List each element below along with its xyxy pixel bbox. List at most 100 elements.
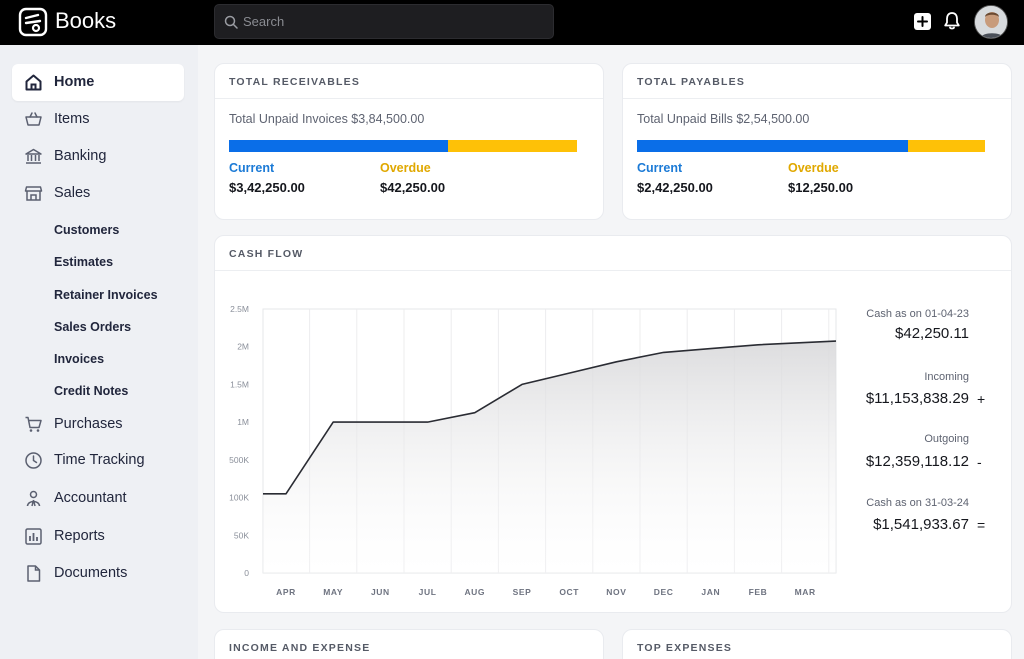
bell-icon[interactable] [943, 11, 961, 31]
cash-flow-line [263, 340, 837, 495]
y-tick-label: 2.5M [230, 304, 249, 314]
y-tick-label: 0 [244, 568, 249, 578]
sidebar-item-banking[interactable]: Banking [12, 138, 184, 175]
basket-icon [25, 112, 42, 126]
bar-chart-icon [25, 528, 42, 545]
y-tick-label: 100K [229, 493, 249, 503]
sidebar-item-purchases[interactable]: Purchases [12, 406, 184, 443]
books-logo-icon[interactable] [18, 7, 48, 37]
x-tick-label: OCT [559, 587, 579, 597]
receivables-card: TOTAL RECEIVABLES Total Unpaid Invoices … [214, 63, 604, 220]
sidebar-subitem-credit-notes[interactable]: Credit Notes [54, 384, 129, 398]
income-expense-card: INCOME AND EXPENSE [214, 629, 604, 659]
clock-icon [25, 452, 42, 469]
incoming-value[interactable]: $11,153,838.29 [865, 390, 969, 407]
sidebar-subitem-invoices[interactable]: Invoices [54, 352, 105, 366]
x-tick-label: JUN [371, 587, 390, 597]
receivables-overdue-segment[interactable] [448, 140, 577, 152]
sidebar-item-items[interactable]: Items [12, 101, 184, 138]
incoming-sign: + [977, 391, 986, 407]
income-expense-title: INCOME AND EXPENSE [229, 642, 371, 654]
cash-flow-card: CASH FLOW 0 50K 100K 500K 1M 1.5M 2M 2.5M APR MAY… [214, 235, 1012, 613]
cash-start-value: $42,250.11 [895, 325, 969, 342]
home-icon [25, 74, 42, 91]
bank-icon [25, 148, 42, 164]
document-icon [27, 565, 41, 582]
x-tick-label: AUG [464, 587, 485, 597]
receivables-overdue-amount[interactable]: $42,250.00 [380, 180, 446, 195]
receivables-current-segment[interactable] [229, 140, 449, 152]
cash-flow-chart[interactable]: 0 50K 100K 500K 1M 1.5M 2M 2.5M APR MAY JUN JUL AUG S… [215, 236, 855, 614]
x-tick-label: FEB [749, 587, 768, 597]
cash-flow-title: CASH FLOW [229, 248, 304, 260]
y-tick-label: 50K [234, 530, 249, 540]
sidebar-subitem-estimates[interactable]: Estimates [54, 255, 114, 269]
sidebar-subitem-sales-orders[interactable]: Sales Orders [54, 320, 132, 334]
payables-current-segment[interactable] [637, 140, 909, 152]
payables-title: TOTAL PAYABLES [637, 76, 746, 88]
sidebar-item-label: Home [54, 74, 95, 90]
cash-start-label: Cash as on 01-04-23 [866, 308, 969, 320]
x-tick-label: DEC [654, 587, 674, 597]
sidebar-subitem-retainer-invoices[interactable]: Retainer Invoices [54, 288, 158, 302]
outgoing-value[interactable]: $12,359,118.12 [865, 453, 969, 470]
cash-end-sign: = [977, 517, 986, 533]
receivables-overdue-label: Overdue [380, 161, 431, 175]
cash-flow-area [263, 341, 836, 573]
person-icon [26, 490, 41, 507]
x-tick-label: MAY [323, 587, 343, 597]
top-expenses-card: TOP EXPENSES [622, 629, 1012, 659]
sidebar-item-label: Sales [54, 185, 91, 201]
add-new-button[interactable] [914, 13, 931, 30]
payables-card: TOTAL PAYABLES Total Unpaid Bills $2,54,… [622, 63, 1012, 220]
top-bar: Books [0, 0, 1024, 45]
sidebar-item-time-tracking[interactable]: Time Tracking [12, 442, 184, 479]
sidebar-item-accountant[interactable]: Accountant [12, 480, 184, 517]
x-tick-label: MAR [795, 587, 816, 597]
incoming-label: Incoming [924, 371, 969, 383]
receivables-bar [229, 140, 577, 152]
sidebar-item-reports[interactable]: Reports [12, 518, 184, 555]
receivables-title: TOTAL RECEIVABLES [229, 76, 361, 88]
search-icon [224, 15, 238, 29]
card-divider [623, 98, 1011, 99]
sidebar-item-label: Purchases [54, 416, 123, 432]
x-tick-label: APR [276, 587, 296, 597]
payables-bar [637, 140, 985, 152]
cash-end-label: Cash as on 31-03-24 [866, 497, 969, 509]
sidebar-item-label: Time Tracking [54, 452, 145, 468]
x-tick-label: NOV [606, 587, 626, 597]
sidebar-item-documents[interactable]: Documents [12, 555, 184, 592]
sidebar-item-label: Banking [54, 148, 107, 164]
app-title: Books [55, 8, 117, 33]
x-tick-label: JUL [419, 587, 437, 597]
sidebar-item-label: Reports [54, 528, 105, 544]
sidebar-subitem-customers[interactable]: Customers [54, 223, 120, 237]
y-tick-label: 500K [229, 455, 249, 465]
cash-end-value: $1,541,933.67 [873, 516, 969, 533]
card-divider [215, 270, 1011, 271]
payables-overdue-segment[interactable] [908, 140, 985, 152]
search-box[interactable] [214, 4, 554, 39]
sidebar-item-label: Accountant [54, 490, 127, 506]
y-tick-label: 1.5M [230, 379, 249, 389]
receivables-current-amount[interactable]: $3,42,250.00 [229, 180, 305, 195]
plus-icon [917, 16, 928, 27]
x-tick-label: JAN [701, 587, 720, 597]
payables-total: Total Unpaid Bills $2,54,500.00 [637, 112, 810, 126]
sidebar-item-home[interactable]: Home [12, 64, 184, 101]
receivables-current-label: Current [229, 161, 275, 175]
y-tick-label: 1M [237, 417, 249, 427]
sidebar: Home Items Banking Sales Customers Estim… [0, 45, 198, 659]
top-expenses-title: TOP EXPENSES [637, 642, 733, 654]
payables-current-label: Current [637, 161, 683, 175]
store-icon [24, 186, 43, 201]
payables-overdue-amount[interactable]: $12,250.00 [788, 180, 854, 195]
outgoing-sign: - [977, 454, 982, 470]
sidebar-item-sales[interactable]: Sales [12, 175, 184, 212]
payables-current-amount[interactable]: $2,42,250.00 [637, 180, 713, 195]
payables-overdue-label: Overdue [788, 161, 839, 175]
user-avatar[interactable] [974, 5, 1008, 39]
sidebar-item-label: Items [54, 111, 90, 127]
search-input[interactable] [243, 5, 543, 38]
